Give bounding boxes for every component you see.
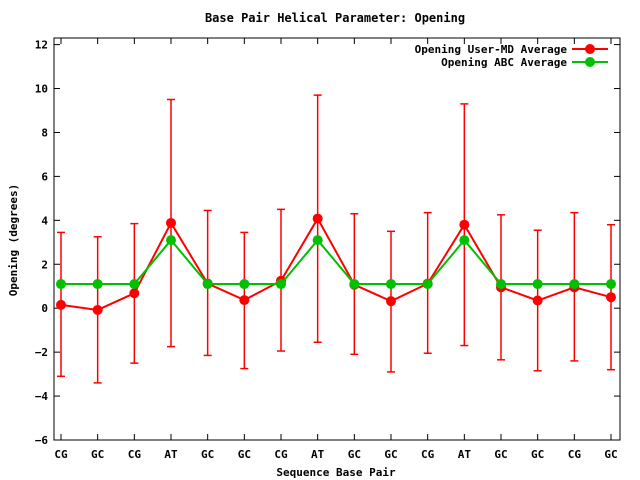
- data-point: [312, 213, 323, 224]
- data-point: [349, 279, 360, 290]
- x-tick-label: CG: [421, 448, 435, 461]
- chart-title: Base Pair Helical Parameter: Opening: [205, 11, 465, 25]
- series-abc: [56, 235, 616, 290]
- data-point: [606, 292, 616, 303]
- data-point: [422, 279, 433, 290]
- data-point: [129, 279, 140, 290]
- data-point: [496, 279, 506, 290]
- x-tick-label: CG: [274, 448, 288, 461]
- y-tick-label: 8: [41, 126, 48, 139]
- x-tick-label: AT: [164, 448, 178, 461]
- legend-marker: [585, 57, 595, 67]
- x-tick-label: GC: [531, 448, 544, 461]
- legend-label: Opening ABC Average: [441, 56, 567, 69]
- x-tick-label: GC: [238, 448, 251, 461]
- y-axis: −6 −4 −2 0 2 4 6 8 10 12: [35, 39, 620, 447]
- data-point: [239, 295, 250, 306]
- x-tick-label: GC: [494, 448, 507, 461]
- y-tick-label: −6: [35, 434, 49, 447]
- x-tick-label: AT: [311, 448, 325, 461]
- x-axis: CG GC CG AT GC GC CG AT GC GC CG AT GC GC CG GC: [54, 38, 618, 461]
- data-point: [166, 217, 176, 228]
- plot-border: [53, 37, 621, 441]
- data-point: [606, 279, 616, 290]
- data-point: [166, 235, 176, 246]
- data-point: [459, 235, 470, 246]
- x-tick-label: GC: [91, 448, 104, 461]
- y-tick-label: −2: [35, 346, 48, 359]
- series-line: [60, 216, 612, 311]
- x-tick-label: GC: [348, 448, 361, 461]
- y-tick-label: −4: [35, 390, 49, 403]
- data-point: [56, 279, 66, 290]
- plot-frame: [53, 37, 621, 441]
- data-point: [532, 279, 543, 290]
- y-tick-label: 10: [35, 83, 48, 96]
- y-tick-label: 0: [41, 302, 48, 315]
- series-user-md: [56, 94, 616, 384]
- data-point: [386, 279, 396, 290]
- data-point: [239, 279, 250, 290]
- x-tick-label: CG: [54, 448, 68, 461]
- x-tick-label: CG: [128, 448, 142, 461]
- y-axis-label: Opening (degrees): [7, 184, 20, 297]
- series-layer: [56, 94, 616, 384]
- data-point: [312, 235, 323, 246]
- data-point: [202, 279, 213, 290]
- data-point: [276, 279, 286, 290]
- y-tick-label: 2: [41, 258, 48, 271]
- data-point: [129, 288, 140, 299]
- data-point: [92, 304, 103, 315]
- x-tick-label: GC: [384, 448, 397, 461]
- y-tick-label: 12: [35, 39, 48, 52]
- data-point: [569, 279, 580, 290]
- x-tick-label: AT: [458, 448, 472, 461]
- x-tick-label: GC: [604, 448, 617, 461]
- data-point: [386, 296, 396, 307]
- legend-label: Opening User-MD Average: [415, 43, 568, 56]
- data-point: [459, 219, 470, 230]
- data-point: [532, 295, 543, 306]
- legend-marker: [585, 44, 595, 54]
- series-line: [61, 238, 611, 286]
- x-tick-label: GC: [201, 448, 214, 461]
- data-point: [92, 279, 103, 290]
- x-tick-label: CG: [568, 448, 582, 461]
- y-tick-label: 4: [41, 214, 48, 227]
- y-tick-label: 6: [41, 170, 48, 183]
- x-axis-label: Sequence Base Pair: [276, 466, 396, 479]
- data-point: [56, 299, 66, 310]
